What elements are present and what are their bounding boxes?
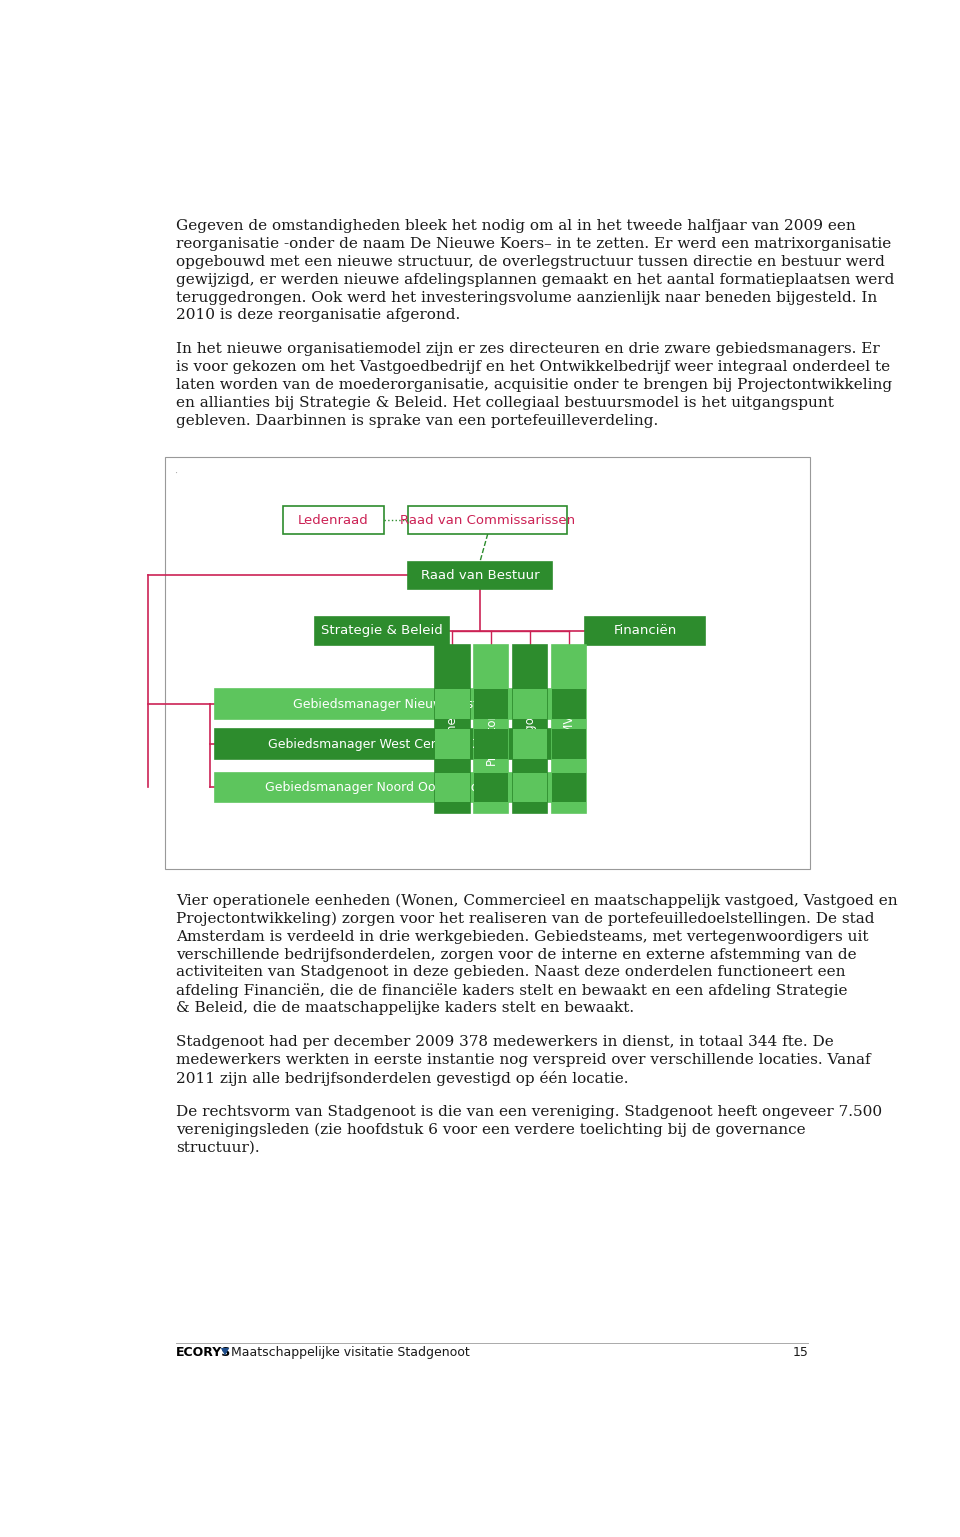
Text: Ledenraad: Ledenraad — [298, 513, 369, 527]
Text: Gebiedsmanager West Centrum Zu…: Gebiedsmanager West Centrum Zu… — [268, 738, 502, 750]
Text: medewerkers werkten in eerste instantie nog verspreid over verschillende locatie: medewerkers werkten in eerste instantie … — [176, 1053, 871, 1067]
FancyBboxPatch shape — [214, 690, 556, 719]
Text: OMV: OMV — [563, 715, 575, 742]
Text: 2011 zijn alle bedrijfsonderdelen gevestigd op één locatie.: 2011 zijn alle bedrijfsonderdelen gevest… — [176, 1071, 628, 1087]
Text: Projectontwikkeling) zorgen voor het realiseren van de portefeuilledoelstellinge: Projectontwikkeling) zorgen voor het rea… — [176, 911, 875, 927]
Text: Gebiedsmanager Nieuw West: Gebiedsmanager Nieuw West — [293, 698, 477, 710]
FancyBboxPatch shape — [436, 730, 469, 759]
Text: 2010 is deze reorganisatie afgerond.: 2010 is deze reorganisatie afgerond. — [176, 309, 460, 323]
Text: ·: · — [175, 469, 178, 478]
Text: 15: 15 — [792, 1346, 808, 1359]
Text: Amsterdam is verdeeld in drie werkgebieden. Gebiedsteams, met vertegenwoordigers: Amsterdam is verdeeld in drie werkgebied… — [176, 930, 868, 944]
Text: is voor gekozen om het Vastgoedbedrijf en het Ontwikkelbedrijf weer integraal on: is voor gekozen om het Vastgoedbedrijf e… — [176, 360, 890, 375]
Text: Vier operationele eenheden (Wonen, Commercieel en maatschappelijk vastgoed, Vast: Vier operationele eenheden (Wonen, Comme… — [176, 895, 898, 908]
FancyBboxPatch shape — [513, 730, 547, 759]
FancyBboxPatch shape — [474, 773, 508, 802]
Text: afdeling Financiën, die de financiële kaders stelt en bewaakt en een afdeling : afdeling Financiën, die de financiële … — [176, 984, 848, 998]
FancyBboxPatch shape — [474, 690, 508, 719]
FancyBboxPatch shape — [552, 773, 586, 802]
FancyBboxPatch shape — [513, 690, 547, 719]
Text: Raad van Bestuur: Raad van Bestuur — [420, 569, 540, 583]
Text: Gegeven de omstandigheden bleek het nodig om al in het tweede halfjaar van 2009 : Gegeven de omstandigheden bleek het nodi… — [176, 220, 855, 234]
FancyBboxPatch shape — [214, 730, 556, 759]
Text: Projectontw.: Projectontw. — [485, 693, 497, 765]
FancyBboxPatch shape — [408, 506, 567, 533]
Text: teruggedrongen. Ook werd het investeringsvolume aanzienlijk naar beneden bijgest: teruggedrongen. Ook werd het investering… — [176, 290, 877, 304]
FancyBboxPatch shape — [436, 646, 469, 813]
FancyBboxPatch shape — [552, 646, 586, 813]
Text: Gebiedsmanager Noord Oost Zuidoost: Gebiedsmanager Noord Oost Zuidoost — [265, 781, 505, 793]
FancyBboxPatch shape — [283, 506, 383, 533]
FancyBboxPatch shape — [165, 456, 809, 868]
FancyBboxPatch shape — [513, 646, 547, 813]
Polygon shape — [221, 1348, 229, 1356]
Text: structuur).: structuur). — [176, 1140, 259, 1154]
FancyBboxPatch shape — [315, 616, 448, 646]
Text: Maatschappelijke visitatie Stadgenoot: Maatschappelijke visitatie Stadgenoot — [230, 1346, 469, 1359]
Text: Wonen: Wonen — [446, 709, 459, 749]
FancyBboxPatch shape — [552, 690, 586, 719]
Text: De rechtsvorm van Stadgenoot is die van een vereniging. Stadgenoot heeft ongevee: De rechtsvorm van Stadgenoot is die van … — [176, 1105, 882, 1119]
Text: activiteiten van Stadgenoot in deze gebieden. Naast deze onderdelen functioneert: activiteiten van Stadgenoot in deze gebi… — [176, 965, 846, 979]
FancyBboxPatch shape — [474, 646, 508, 813]
Text: Strategie & Beleid: Strategie & Beleid — [321, 624, 443, 638]
Text: laten worden van de moederorganisatie, acquisitie onder te brengen bij Projecton: laten worden van de moederorganisatie, a… — [176, 378, 892, 392]
FancyBboxPatch shape — [408, 561, 552, 589]
FancyBboxPatch shape — [513, 773, 547, 802]
FancyBboxPatch shape — [585, 616, 706, 646]
Text: & Beleid, die de maatschappelijke kaders stelt en bewaakt.: & Beleid, die de maatschappelijke kaders… — [176, 1001, 634, 1014]
FancyBboxPatch shape — [436, 690, 469, 719]
Text: Vastgoed: Vastgoed — [523, 701, 537, 756]
FancyBboxPatch shape — [436, 773, 469, 802]
Text: opgebouwd met een nieuwe structuur, de overlegstructuur tussen directie en bestu: opgebouwd met een nieuwe structuur, de o… — [176, 255, 885, 269]
Text: In het nieuwe organisatiemodel zijn er zes directeuren en drie zware gebiedsmana: In het nieuwe organisatiemodel zijn er z… — [176, 343, 879, 357]
Text: verenigingsleden (zie hoofdstuk 6 voor een verdere toelichting bij de governance: verenigingsleden (zie hoofdstuk 6 voor e… — [176, 1122, 805, 1137]
FancyBboxPatch shape — [552, 730, 586, 759]
Text: Raad van Commissarissen: Raad van Commissarissen — [400, 513, 575, 527]
Text: en allianties bij Strategie & Beleid. Het collegiaal bestuursmodel is het uitgan: en allianties bij Strategie & Beleid. He… — [176, 397, 833, 410]
Text: Financiën: Financiën — [613, 624, 677, 638]
FancyBboxPatch shape — [474, 730, 508, 759]
Text: gebleven. Daarbinnen is sprake van een portefeuilleverdeling.: gebleven. Daarbinnen is sprake van een p… — [176, 413, 658, 427]
Text: gewijzigd, er werden nieuwe afdelingsplannen gemaakt en het aantal formatieplaat: gewijzigd, er werden nieuwe afdelingspla… — [176, 272, 894, 287]
FancyBboxPatch shape — [214, 773, 556, 802]
Text: verschillende bedrijfsonderdelen, zorgen voor de interne en externe afstemming v: verschillende bedrijfsonderdelen, zorgen… — [176, 947, 856, 962]
Text: Stadgenoot had per december 2009 378 medewerkers in dienst, in totaal 344 fte. D: Stadgenoot had per december 2009 378 med… — [176, 1034, 833, 1050]
Text: ECORYS: ECORYS — [176, 1346, 231, 1359]
Text: reorganisatie -onder de naam De Nieuwe Koers– in te zetten. Er werd een matrixor: reorganisatie -onder de naam De Nieuwe K… — [176, 237, 891, 251]
